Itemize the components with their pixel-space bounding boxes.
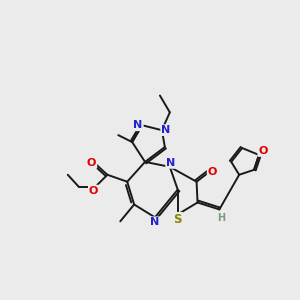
Text: O: O — [89, 186, 98, 196]
Text: N: N — [161, 125, 170, 135]
Text: O: O — [208, 167, 217, 177]
Text: O: O — [87, 158, 96, 168]
Text: N: N — [150, 217, 160, 227]
Text: N: N — [134, 120, 143, 130]
Text: N: N — [166, 158, 176, 168]
Text: S: S — [173, 213, 182, 226]
Text: H: H — [217, 213, 225, 224]
Text: O: O — [258, 146, 268, 156]
